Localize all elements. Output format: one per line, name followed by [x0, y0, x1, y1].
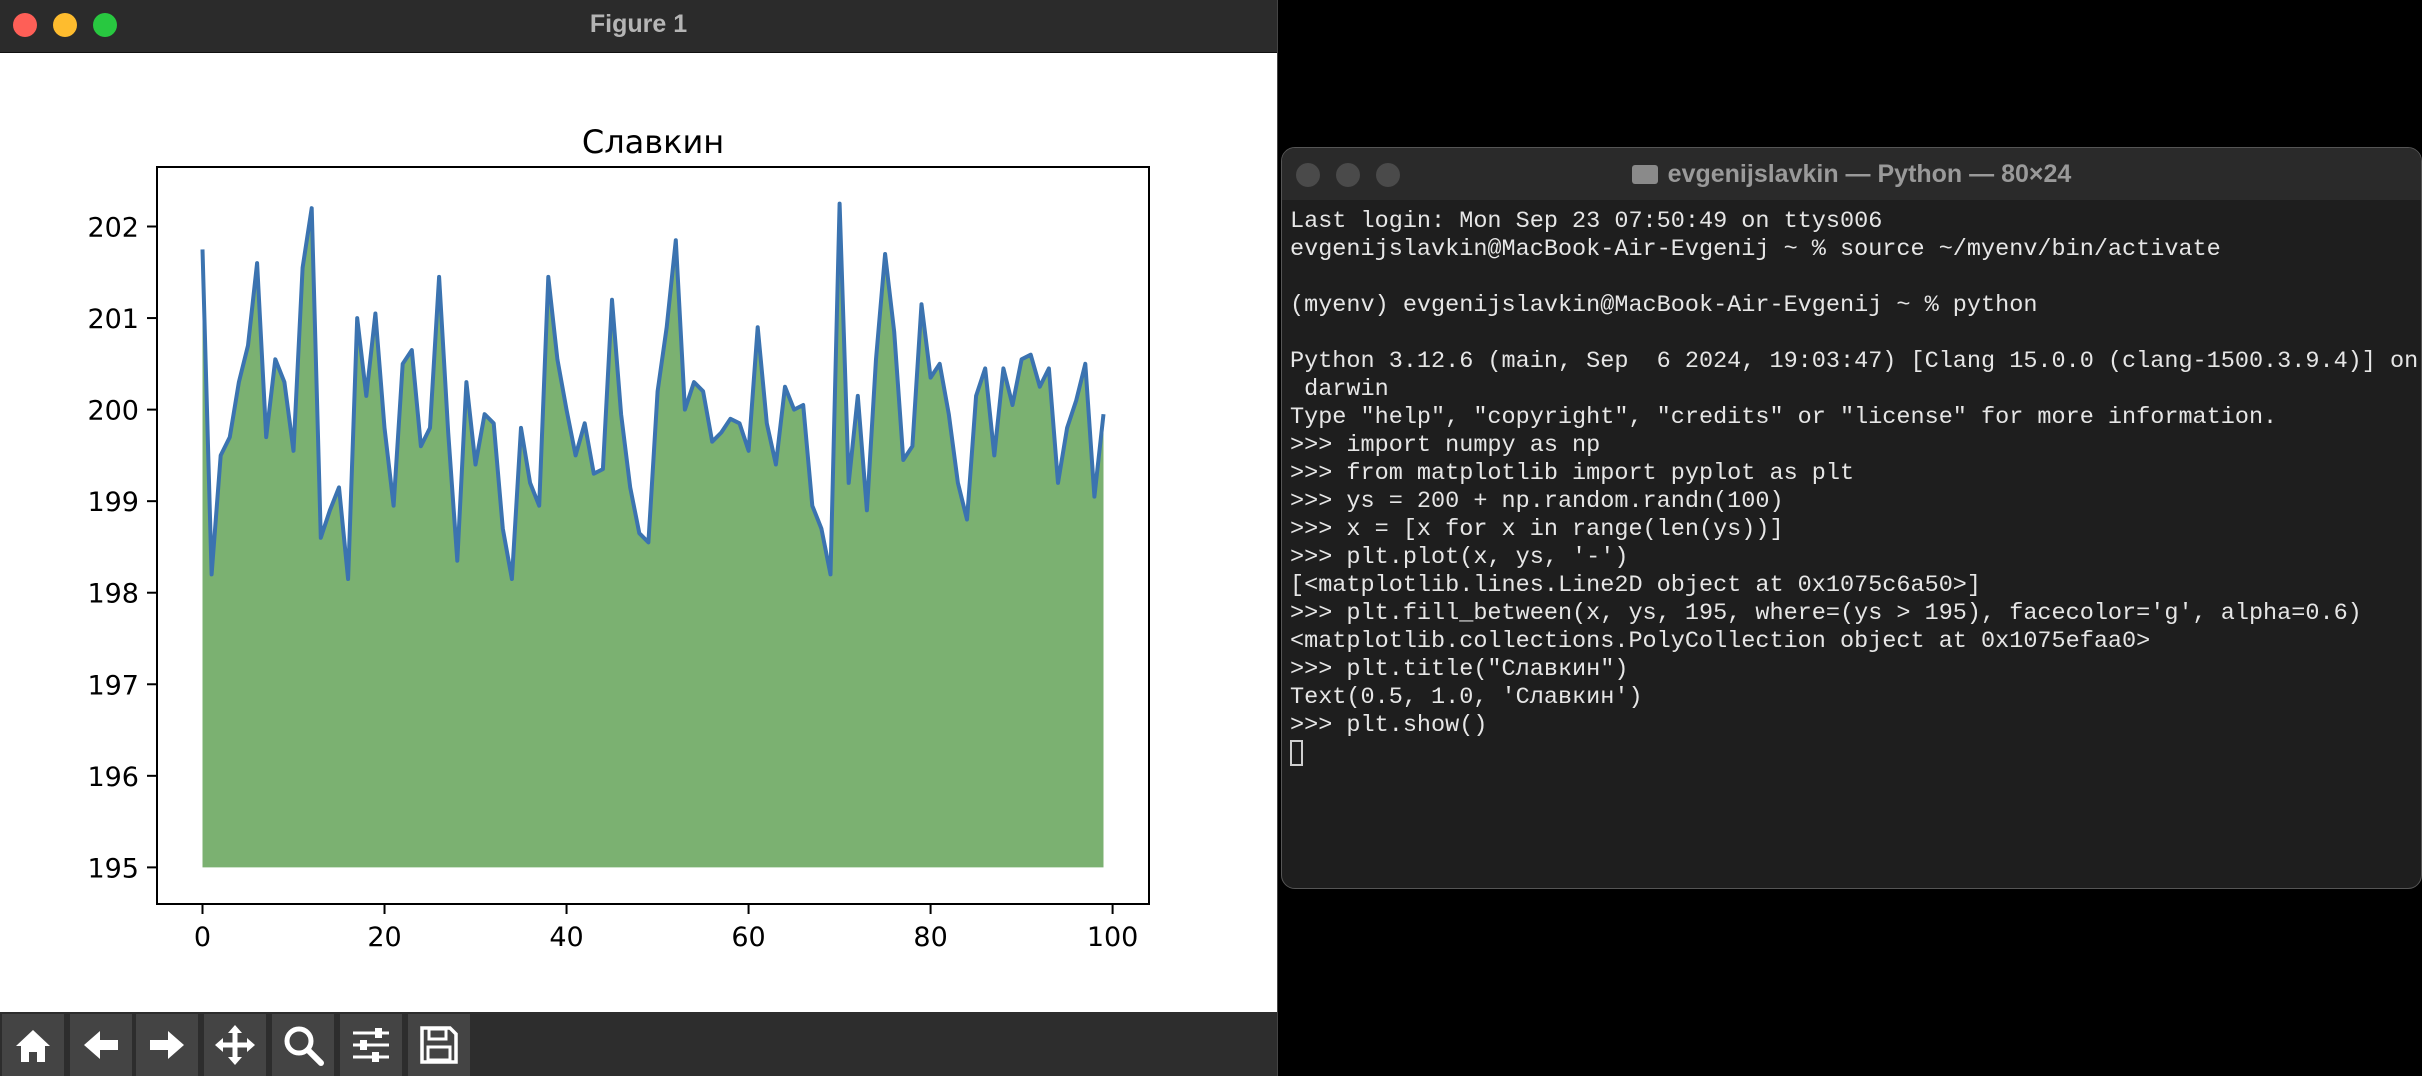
y-tick-label: 196 — [87, 762, 139, 793]
tick-layer: 0 20 40 60 80 100 195 196 197 198 199 200 201 202 — [87, 213, 1138, 953]
home-icon — [16, 1030, 50, 1062]
terminal-line: evgenijslavkin@MacBook-Air-Evgenij ~ % s… — [1290, 236, 2221, 263]
y-tick-label: 198 — [87, 579, 139, 610]
minimize-button[interactable] — [53, 13, 77, 37]
terminal-line: darwin — [1290, 376, 1389, 403]
folder-icon — [1631, 165, 1658, 184]
terminal-line — [1290, 320, 2413, 348]
terminal-line: >>> plt.plot(x, ys, '-') — [1290, 544, 1629, 571]
x-tick-label: 0 — [194, 922, 211, 953]
configure-subplots-button[interactable] — [340, 1014, 404, 1076]
terminal-line: >>> x = [x for x in range(len(ys))] — [1290, 516, 1784, 543]
axes-frame — [156, 166, 1150, 905]
save-button[interactable] — [408, 1014, 472, 1076]
figure-toolbar — [0, 1012, 1277, 1076]
terminal-close-button[interactable] — [1296, 163, 1320, 187]
terminal-cursor — [1290, 740, 1303, 766]
y-tick-label: 195 — [87, 853, 139, 884]
terminal-prompt-line — [1290, 740, 2413, 768]
terminal-line — [1290, 264, 2413, 292]
terminal-window[interactable]: evgenijslavkin — Python — 80×24 Last log… — [1281, 147, 2422, 889]
terminal-line: <matplotlib.collections.PolyCollection o… — [1290, 628, 2151, 655]
terminal-line: (myenv) evgenijslavkin@MacBook-Air-Evgen… — [1290, 292, 2038, 319]
forward-button[interactable] — [136, 1014, 200, 1076]
zoom-icon — [284, 1026, 324, 1066]
terminal-minimize-button[interactable] — [1336, 163, 1360, 187]
series-line — [200, 201, 1106, 581]
back-arrow-icon — [84, 1031, 118, 1059]
terminal-maximize-button[interactable] — [1376, 163, 1400, 187]
area-fill-layer — [202, 203, 1104, 868]
y-tick-label: 197 — [87, 670, 139, 701]
y-tick-label: 200 — [87, 396, 139, 427]
terminal-title: evgenijslavkin — Python — 80×24 — [1282, 148, 2421, 200]
maximize-button[interactable] — [93, 13, 117, 37]
figure-titlebar[interactable]: Figure 1 — [0, 0, 1277, 53]
terminal-line: Last login: Mon Sep 23 07:50:49 on ttys0… — [1290, 208, 1883, 235]
terminal-line: >>> plt.show() — [1290, 712, 1488, 739]
terminal-line: Text(0.5, 1.0, 'Славкин') — [1290, 684, 1643, 711]
y-tick-label: 201 — [87, 304, 139, 335]
x-tick-label: 20 — [367, 922, 401, 953]
back-button[interactable] — [70, 1014, 134, 1076]
pan-button[interactable] — [204, 1014, 268, 1076]
x-tick-label: 80 — [913, 922, 947, 953]
close-button[interactable] — [13, 13, 37, 37]
figure-title: Figure 1 — [589, 10, 688, 38]
terminal-line: [<matplotlib.lines.Line2D object at 0x10… — [1290, 572, 1982, 599]
y-tick-label: 199 — [87, 487, 139, 518]
pan-icon — [215, 1025, 255, 1065]
forward-arrow-icon — [150, 1031, 184, 1059]
y-tick-label: 202 — [87, 213, 139, 244]
terminal-line: Type "help", "copyright", "credits" or "… — [1290, 404, 2278, 431]
x-tick-label: 60 — [731, 922, 765, 953]
terminal-line: Python 3.12.6 (main, Sep 6 2024, 19:03:4… — [1290, 348, 2419, 375]
terminal-line: >>> plt.fill_between(x, ys, 195, where=(… — [1290, 600, 2362, 627]
terminal-line: >>> ys = 200 + np.random.randn(100) — [1290, 488, 1784, 515]
chart-title: Славкин — [582, 123, 724, 161]
x-tick-label: 40 — [549, 922, 583, 953]
save-icon — [420, 1026, 458, 1064]
area-fill — [202, 203, 1104, 868]
plot-canvas[interactable]: 0 20 40 60 80 100 195 196 197 198 199 200 201 202 Сла… — [0, 53, 1277, 1011]
terminal-line: >>> plt.title("Славкин") — [1290, 656, 1629, 683]
line-layer — [200, 201, 1106, 581]
zoom-button[interactable] — [272, 1014, 336, 1076]
terminal-line: >>> from matplotlib import pyplot as plt — [1290, 460, 1855, 487]
figure-window: Figure 1 0 20 40 60 80 100 195 196 197 198 199 200 2… — [0, 0, 1278, 1076]
home-button[interactable] — [2, 1014, 66, 1076]
configure-subplots-icon — [353, 1028, 389, 1062]
terminal-titlebar[interactable]: evgenijslavkin — Python — 80×24 — [1282, 148, 2421, 200]
terminal-output[interactable]: Last login: Mon Sep 23 07:50:49 on ttys0… — [1290, 208, 2419, 768]
terminal-line: >>> import numpy as np — [1290, 432, 1601, 459]
x-tick-label: 100 — [1087, 922, 1139, 953]
